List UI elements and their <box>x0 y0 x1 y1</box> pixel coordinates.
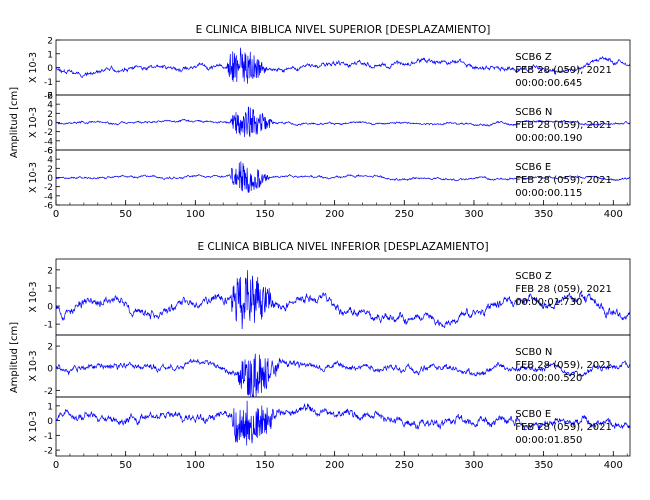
waveform-scb6-e <box>55 161 631 193</box>
station-label: SCB6 N <box>515 107 552 118</box>
y-tick-label: 6 <box>47 147 53 157</box>
y-tick-label: -1 <box>44 321 53 331</box>
y-tick-label: 2 <box>47 165 53 175</box>
date-label: FEB 28 (059), 2021 <box>515 120 612 131</box>
station-label: SCB6 E <box>515 162 551 173</box>
y-tick-label: 2 <box>47 110 53 120</box>
x-tick-label: 50 <box>119 209 132 220</box>
y-tick-label: 4 <box>47 156 53 166</box>
y-tick-label: 2 <box>47 37 53 47</box>
waveform-scb6-z <box>56 47 631 84</box>
x-tick-label: 250 <box>395 460 414 471</box>
y-tick-label: 1 <box>47 50 53 60</box>
y-axis-label: Amplitud [cm] <box>9 322 20 393</box>
time-label: 00:00:01.850 <box>515 435 582 446</box>
time-label: 00:00:00.645 <box>515 78 582 89</box>
y-tick-label: 0 <box>47 119 53 129</box>
y-tick-label: -4 <box>44 137 53 147</box>
station-label: SCB0 Z <box>515 271 552 282</box>
station-label: SCB0 E <box>515 409 551 420</box>
x-tick-label: 300 <box>464 209 483 220</box>
y-scale-label: X 10-3 <box>28 411 39 442</box>
y-tick-label: 4 <box>47 101 53 111</box>
y-tick-label: 6 <box>47 92 53 102</box>
date-label: FEB 28 (059), 2021 <box>515 65 612 76</box>
y-tick-label: 0 <box>47 365 53 375</box>
waveform-scb0-z <box>55 270 631 330</box>
panel-frame <box>55 396 631 457</box>
date-label: FEB 28 (059), 2021 <box>515 422 612 433</box>
y-tick-label: -2 <box>44 447 53 457</box>
date-label: FEB 28 (059), 2021 <box>515 360 612 371</box>
waveform-scb6-n <box>55 106 631 138</box>
y-tick-label: 1 <box>47 402 53 412</box>
x-tick-label: 50 <box>119 460 132 471</box>
y-scale-label: X 10-3 <box>28 162 39 193</box>
x-tick-label: 400 <box>604 460 623 471</box>
time-label: 00:00:00.190 <box>515 133 582 144</box>
y-tick-label: 0 <box>47 303 53 313</box>
x-tick-label: 200 <box>325 209 344 220</box>
time-label: 00:00:00.520 <box>515 373 582 384</box>
x-tick-label: 0 <box>53 209 59 220</box>
y-scale-label: X 10-3 <box>28 281 39 312</box>
time-label: 00:00:00.115 <box>515 188 582 199</box>
x-tick-label: 300 <box>464 460 483 471</box>
x-tick-label: 150 <box>255 209 274 220</box>
y-tick-label: 0 <box>47 174 53 184</box>
station-label: SCB0 N <box>515 347 552 358</box>
y-scale-label: X 10-3 <box>28 350 39 381</box>
y-tick-label: -4 <box>44 192 53 202</box>
x-tick-label: 0 <box>53 460 59 471</box>
x-tick-label: 250 <box>395 209 414 220</box>
y-tick-label: 2 <box>47 343 53 353</box>
y-tick-label: -2 <box>44 183 53 193</box>
x-tick-label: 350 <box>534 460 553 471</box>
y-tick-label: 0 <box>47 64 53 74</box>
x-tick-label: 350 <box>534 209 553 220</box>
y-tick-label: -1 <box>44 432 53 442</box>
y-tick-label: 2 <box>47 266 53 276</box>
y-scale-label: X 10-3 <box>28 52 39 83</box>
chart-title: E CLINICA BIBLICA NIVEL SUPERIOR [DESPLA… <box>196 24 491 36</box>
y-tick-label: 1 <box>47 284 53 294</box>
x-tick-label: 100 <box>186 460 205 471</box>
y-scale-label: X 10-3 <box>28 107 39 138</box>
x-tick-label: 150 <box>255 460 274 471</box>
y-tick-label: -2 <box>44 92 53 102</box>
waveform-scb0-e <box>55 400 631 446</box>
y-tick-label: -2 <box>44 387 53 397</box>
date-label: FEB 28 (059), 2021 <box>515 175 612 186</box>
x-tick-label: 400 <box>604 209 623 220</box>
y-tick-label: -1 <box>44 78 53 88</box>
y-tick-label: -6 <box>44 202 53 212</box>
time-label: 00:00:01.730 <box>515 297 582 308</box>
station-label: SCB6 Z <box>515 52 552 63</box>
waveform-scb0-n <box>55 353 631 397</box>
date-label: FEB 28 (059), 2021 <box>515 284 612 295</box>
y-tick-label: -2 <box>44 128 53 138</box>
x-tick-label: 200 <box>325 460 344 471</box>
upper-level-seismogram-group: E CLINICA BIBLICA NIVEL SUPERIOR [DESPLA… <box>9 24 631 220</box>
y-tick-label: 0 <box>47 417 53 427</box>
y-axis-label: Amplitud [cm] <box>9 87 20 158</box>
x-tick-label: 100 <box>186 209 205 220</box>
chart-title: E CLINICA BIBLICA NIVEL INFERIOR [DESPLA… <box>197 241 488 253</box>
lower-level-seismogram-group: E CLINICA BIBLICA NIVEL INFERIOR [DESPLA… <box>9 241 631 471</box>
y-tick-label: -6 <box>44 147 53 157</box>
